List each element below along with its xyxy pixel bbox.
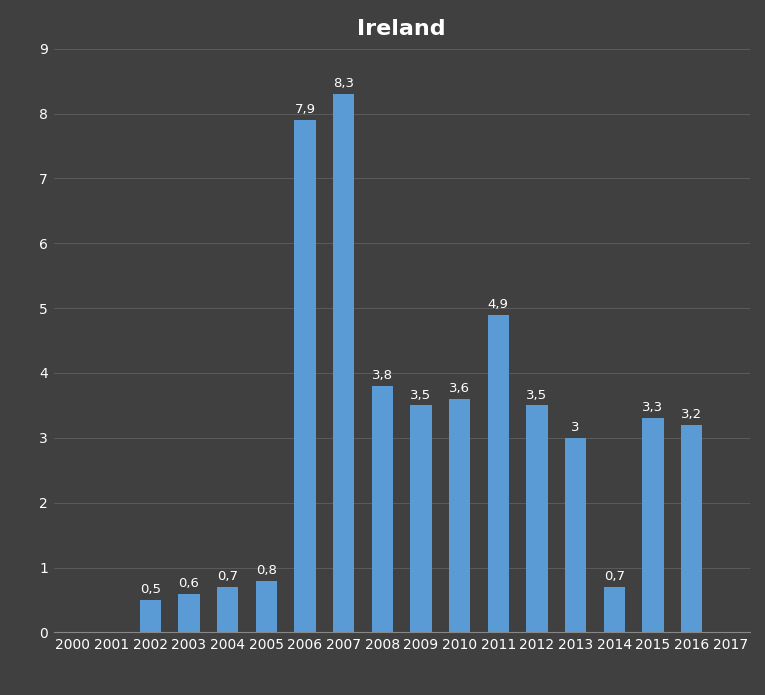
Text: 0,8: 0,8 — [256, 564, 277, 577]
Bar — [487, 315, 509, 632]
Bar — [333, 94, 354, 632]
Text: 0,7: 0,7 — [217, 570, 238, 583]
Text: 3,5: 3,5 — [410, 389, 431, 402]
Text: 3: 3 — [571, 421, 580, 434]
Bar — [217, 587, 238, 632]
Text: 3,3: 3,3 — [643, 402, 663, 414]
Text: 7,9: 7,9 — [295, 103, 315, 116]
Text: 0,5: 0,5 — [140, 583, 161, 596]
Bar — [295, 120, 316, 632]
Bar — [449, 399, 470, 632]
Text: 3,8: 3,8 — [372, 369, 392, 382]
Text: 8,3: 8,3 — [333, 77, 354, 90]
Text: 0,7: 0,7 — [604, 570, 625, 583]
Bar — [681, 425, 702, 632]
Text: 0,6: 0,6 — [178, 577, 200, 589]
Bar — [526, 405, 548, 632]
Bar — [565, 438, 586, 632]
Bar — [256, 580, 277, 632]
Bar — [139, 600, 161, 632]
Bar — [604, 587, 625, 632]
Title: Ireland: Ireland — [357, 19, 446, 39]
Bar — [178, 594, 200, 632]
Bar — [643, 418, 664, 632]
Text: 3,5: 3,5 — [526, 389, 548, 402]
Text: 3,2: 3,2 — [681, 408, 702, 421]
Bar — [372, 386, 393, 632]
Text: 3,6: 3,6 — [449, 382, 470, 395]
Bar — [410, 405, 431, 632]
Text: 4,9: 4,9 — [488, 297, 509, 311]
